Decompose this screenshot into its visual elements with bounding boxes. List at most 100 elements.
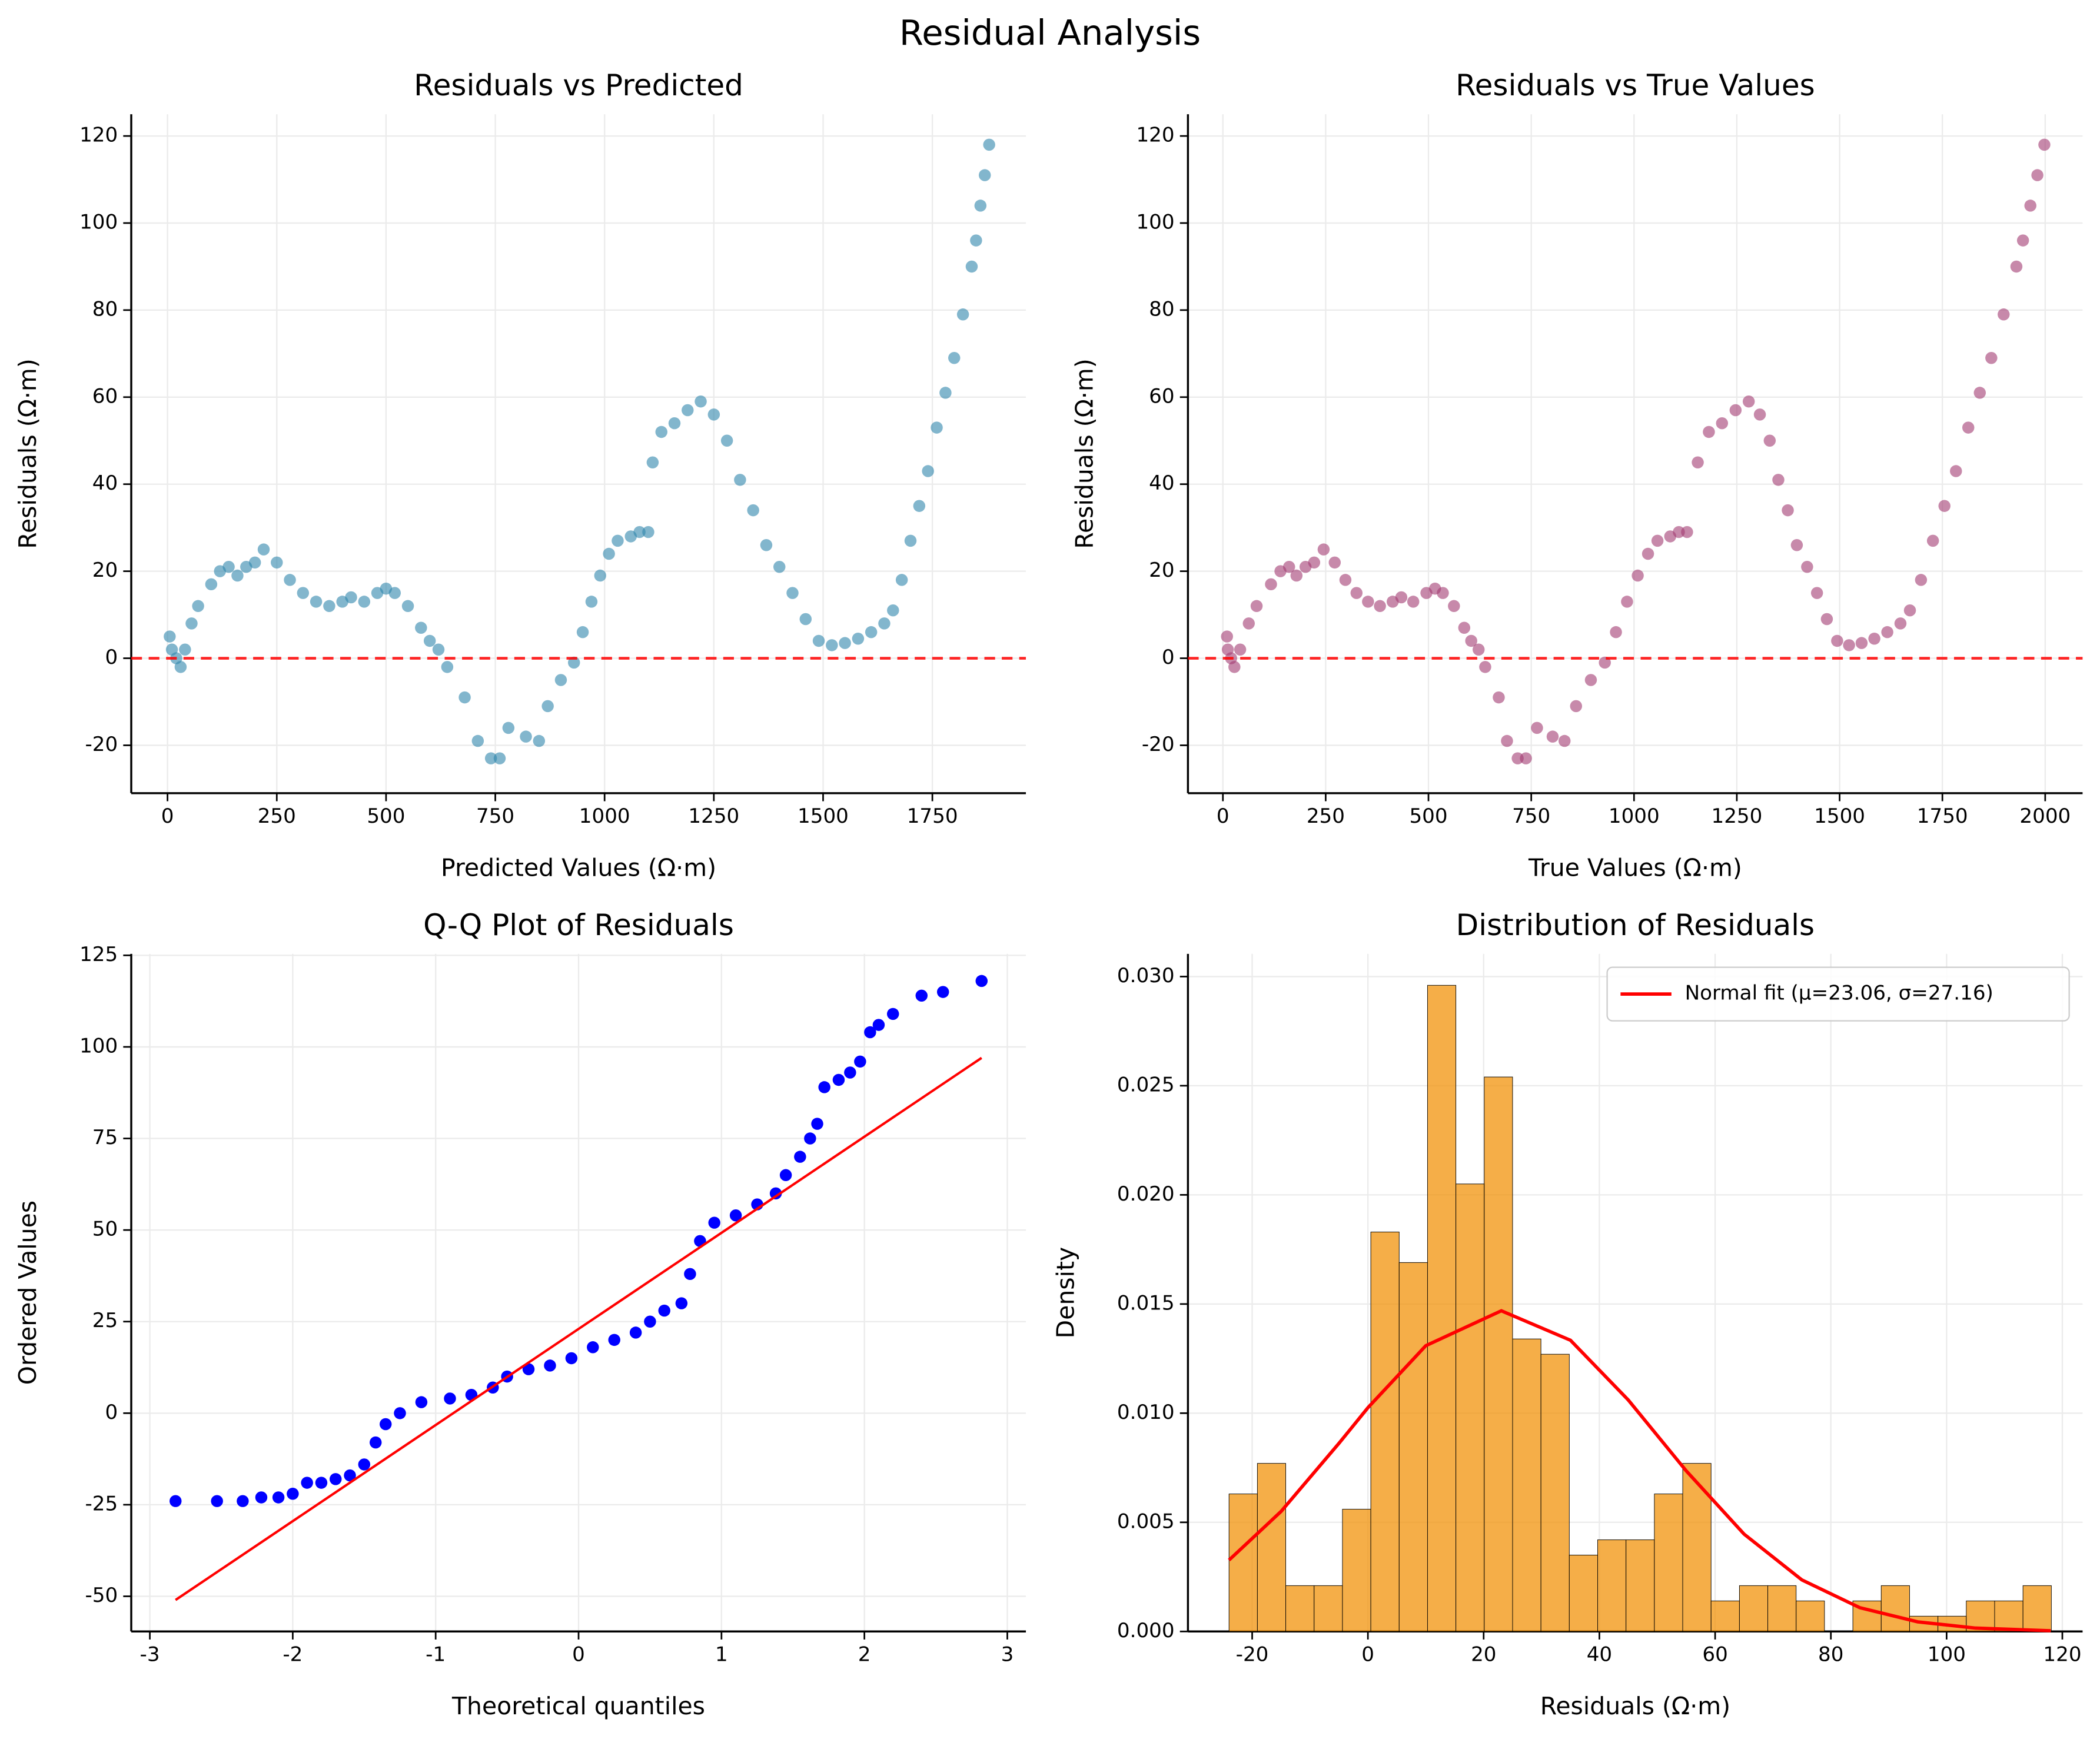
histogram-bar <box>1540 1354 1570 1632</box>
y-axis-label: Ordered Values <box>14 1201 42 1385</box>
scatter-point <box>415 621 427 634</box>
scatter-point <box>344 1469 356 1482</box>
x-tick-label: 0 <box>1361 1643 1374 1667</box>
x-tick-label: 120 <box>2043 1643 2081 1667</box>
scatter-point <box>1831 634 1843 647</box>
scatter-point <box>1317 543 1330 556</box>
scatter-point <box>1903 604 1916 617</box>
x-tick-label: 2 <box>858 1643 871 1667</box>
scatter-point <box>1339 574 1352 586</box>
scatter-point <box>1855 637 1868 649</box>
scatter-point <box>695 395 707 408</box>
scatter-point <box>369 1436 382 1449</box>
scatter-point <box>734 474 746 486</box>
scatter-point <box>608 1334 620 1346</box>
x-tick-label: 1500 <box>798 804 849 828</box>
scatter-point <box>612 534 624 547</box>
y-tick-label: 80 <box>1149 297 1174 321</box>
y-tick-label: 60 <box>92 384 118 408</box>
y-tick-label: 100 <box>79 1034 118 1058</box>
y-tick-label: 0.005 <box>1117 1509 1175 1533</box>
scatter-point <box>826 639 838 651</box>
legend-box <box>1606 966 2070 1022</box>
scatter-point <box>1546 730 1559 743</box>
scatter-point <box>818 1081 830 1093</box>
scatter-point <box>1234 643 1247 656</box>
scatter-point <box>164 630 176 643</box>
y-tick-label: 50 <box>92 1218 118 1241</box>
scatter-point <box>812 634 825 647</box>
scatter-point <box>644 1315 656 1328</box>
scatter-point <box>646 456 659 468</box>
subplot: Distribution of Residuals Residuals (Ω·m)… <box>1052 908 2083 1720</box>
histogram-bar <box>1682 1463 1712 1632</box>
x-tick-label: 250 <box>1307 804 1345 828</box>
scatter-point <box>358 1458 371 1471</box>
scatter-point <box>257 543 270 556</box>
scatter-point <box>931 421 943 434</box>
histogram-bar <box>1285 1585 1315 1632</box>
scatter-point <box>811 1118 823 1130</box>
scatter-point <box>587 1341 599 1354</box>
scatter-point <box>255 1491 268 1504</box>
scatter-point <box>1282 560 1295 573</box>
y-tick-label: 20 <box>92 558 118 582</box>
scatter-point <box>1790 539 1803 551</box>
x-axis-label: True Values (Ω·m) <box>1528 854 1742 882</box>
scatter-point <box>388 587 401 599</box>
scatter-point <box>1407 596 1420 608</box>
x-tick-label: 0 <box>1217 804 1230 828</box>
scatter-point <box>1437 587 1449 599</box>
scatter-point <box>1681 526 1693 538</box>
scatter-point <box>1703 425 1715 438</box>
x-tick-label: 0 <box>161 804 174 828</box>
x-tick-label: 1250 <box>1712 804 1763 828</box>
y-tick-label: 0.025 <box>1117 1073 1175 1096</box>
x-tick-label: -20 <box>1236 1643 1269 1667</box>
scatter-point <box>1985 352 1998 364</box>
scatter-point <box>345 591 357 604</box>
scatter-point <box>832 1073 845 1086</box>
histogram-bar <box>1370 1231 1400 1632</box>
subplot: Residuals vs True Values True Values (Ω·m… <box>1070 68 2083 882</box>
scatter-point <box>329 1473 342 1485</box>
y-tick-label: 120 <box>1136 124 1174 147</box>
scatter-point <box>192 600 204 613</box>
y-tick-label: 0.020 <box>1117 1182 1175 1206</box>
subplot-title: Residuals vs True Values <box>1456 68 1815 102</box>
scatter-point <box>222 560 235 573</box>
scatter-point <box>887 604 899 617</box>
x-tick-label: -3 <box>140 1643 160 1667</box>
scatter-point <box>1242 617 1255 630</box>
scatter-point <box>471 734 484 747</box>
scatter-point <box>315 1477 328 1489</box>
scatter-point <box>211 1495 223 1507</box>
histogram-bar <box>1796 1600 1825 1632</box>
scatter-point <box>913 500 926 512</box>
scatter-point <box>948 352 961 364</box>
scatter-point <box>708 1216 720 1229</box>
histogram-bar <box>1654 1494 1683 1632</box>
scatter-point <box>379 1418 392 1431</box>
scatter-point <box>170 1495 182 1507</box>
legend-label: Normal fit (μ=23.06, σ=27.16) <box>1685 982 1993 1005</box>
x-tick-label: 3 <box>1001 1643 1014 1667</box>
x-tick-label: 1500 <box>1814 804 1865 828</box>
density-curve <box>1228 1309 2051 1632</box>
scatter-point <box>773 560 786 573</box>
scatter-point <box>1473 643 1485 656</box>
scatter-point <box>668 417 681 430</box>
scatter-point <box>237 1495 249 1507</box>
scatter-point <box>1228 661 1241 673</box>
x-axis-label: Theoretical quantiles <box>451 1692 705 1720</box>
scatter-point <box>2010 260 2023 273</box>
scatter-point <box>655 425 667 438</box>
y-tick-label: -50 <box>85 1584 118 1607</box>
scatter-point <box>358 596 371 608</box>
scatter-point <box>983 138 995 151</box>
y-tick-label: -25 <box>85 1492 118 1515</box>
scatter-point <box>272 1491 285 1504</box>
scatter-point <box>594 569 607 582</box>
histogram-bar <box>1484 1076 1513 1632</box>
